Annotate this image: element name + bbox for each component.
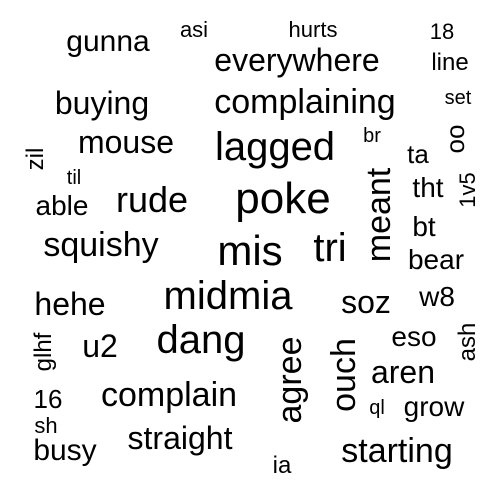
word-busy: busy xyxy=(33,434,97,467)
word-squishy: squishy xyxy=(43,226,159,264)
word-glhf: glhf xyxy=(30,332,57,372)
word-mouse: mouse xyxy=(77,124,175,160)
word-eso: eso xyxy=(391,321,437,352)
word-grow: grow xyxy=(403,391,465,422)
word-poke: poke xyxy=(235,174,331,223)
word-soz: soz xyxy=(341,284,391,320)
word-bear: bear xyxy=(407,244,465,275)
word-zil: zil xyxy=(22,147,49,171)
word-meant: meant xyxy=(360,167,398,263)
word-hurts: hurts xyxy=(288,17,338,42)
word-mis: mis xyxy=(217,227,283,274)
word-lagged: lagged xyxy=(214,125,336,169)
word-starting: starting xyxy=(341,432,453,470)
word-buying: buying xyxy=(54,85,150,121)
word-br: br xyxy=(363,125,381,147)
word-18: 18 xyxy=(429,19,455,44)
word-everywhere: everywhere xyxy=(214,42,380,78)
word-line: line xyxy=(431,49,469,76)
word-agree: agree xyxy=(271,336,309,424)
word-hehe: hehe xyxy=(34,286,106,322)
word-set: set xyxy=(444,87,472,109)
word-complain: complain xyxy=(100,376,238,414)
word-midmia: midmia xyxy=(163,274,293,318)
word-oo: oo xyxy=(440,124,470,154)
word-ia: ia xyxy=(272,452,292,479)
word-w8: w8 xyxy=(419,281,455,312)
word-dang: dang xyxy=(156,318,246,362)
word-u2: u2 xyxy=(82,328,118,364)
word-rude: rude xyxy=(115,179,189,220)
word-sh: sh xyxy=(34,413,58,438)
word-able: able xyxy=(35,190,89,221)
word-complaining: complaining xyxy=(214,83,396,121)
word-aren: aren xyxy=(370,354,436,390)
word-tri: tri xyxy=(313,226,347,270)
word-gunna: gunna xyxy=(66,25,150,58)
word-ta: ta xyxy=(407,139,429,169)
word-ash: ash xyxy=(454,322,481,362)
word-ouch: ouch xyxy=(325,338,363,412)
word-bt: bt xyxy=(412,211,436,242)
word-16: 16 xyxy=(33,384,63,414)
word-straight: straight xyxy=(127,420,233,456)
word-1v5: 1v5 xyxy=(455,172,480,208)
word-asi: asi xyxy=(179,17,209,42)
word-til: til xyxy=(66,167,82,189)
word-tht: tht xyxy=(412,172,444,203)
word-ql: ql xyxy=(369,397,385,419)
